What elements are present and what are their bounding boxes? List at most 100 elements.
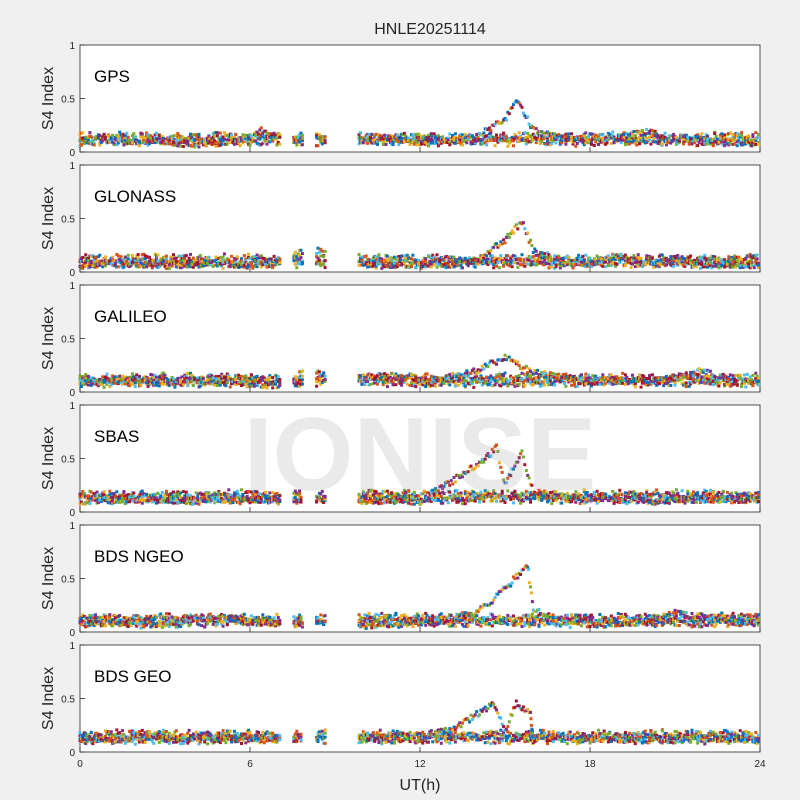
s4-point (240, 138, 243, 141)
s4-point (723, 265, 727, 269)
s4-point (513, 133, 517, 137)
s4-point (591, 132, 595, 136)
s4-point (360, 258, 364, 262)
s4-point (489, 261, 493, 265)
s4-point (674, 135, 678, 139)
s4-point (645, 377, 649, 380)
s4-point (619, 141, 623, 145)
s4-point (228, 265, 232, 269)
s4-point (465, 141, 469, 145)
s4-point (111, 133, 115, 137)
s4-point (574, 144, 578, 148)
s4-point (502, 358, 506, 361)
s4-point (682, 142, 685, 146)
s4-point (429, 141, 433, 145)
s4-point (516, 265, 520, 269)
s4-point (621, 381, 625, 385)
s4-point (459, 373, 463, 377)
s4-point (496, 140, 500, 144)
s4-point (748, 266, 752, 270)
s4-point (186, 384, 190, 388)
s4-point (575, 256, 579, 260)
s4-point (102, 380, 106, 384)
s4-point (121, 136, 124, 140)
s4-point (670, 261, 674, 265)
s4-point (629, 380, 633, 384)
s4-point (606, 262, 610, 266)
s4-point (529, 376, 532, 379)
s4-point (122, 258, 126, 261)
s4-point (560, 379, 564, 383)
s4-point (605, 141, 609, 145)
s4-point (483, 362, 487, 366)
s4-point (153, 133, 157, 137)
s4-point (547, 141, 551, 145)
s4-point (486, 263, 490, 266)
s4-point (180, 265, 184, 269)
s4-point (750, 258, 753, 262)
s4-point (112, 143, 116, 147)
s4-point (748, 253, 752, 256)
s4-point (295, 141, 299, 144)
s4-point (146, 135, 150, 139)
s4-point (533, 257, 537, 261)
s4-point (191, 265, 195, 269)
s4-point (197, 145, 201, 149)
s4-point (400, 374, 404, 377)
s4-point (163, 262, 167, 266)
s4-point (163, 373, 167, 377)
s4-point (479, 379, 483, 383)
s4-point (521, 380, 525, 384)
s4-point (727, 255, 731, 259)
s4-point (557, 133, 561, 137)
s4-point (122, 143, 126, 147)
s4-point (516, 261, 520, 265)
s4-point (731, 260, 735, 264)
s4-point (582, 143, 586, 147)
s4-point (448, 143, 452, 147)
s4-point (589, 142, 593, 146)
s4-point (429, 265, 433, 269)
s4-point (118, 258, 122, 262)
s4-point (196, 263, 200, 267)
s4-point (184, 136, 188, 140)
s4-point (707, 256, 711, 260)
s4-point (605, 139, 609, 143)
s4-point (361, 263, 365, 267)
s4-point (632, 254, 636, 258)
s4-point (564, 384, 568, 388)
s4-point (300, 136, 304, 140)
s4-point (214, 144, 218, 148)
s4-point (140, 257, 144, 261)
s4-point (622, 134, 626, 138)
s4-point (122, 380, 126, 384)
s4-point (755, 136, 759, 140)
s4-point (585, 376, 589, 380)
s4-point (643, 136, 647, 140)
s4-point (261, 262, 265, 266)
s4-point (510, 135, 514, 139)
s4-point (101, 139, 105, 143)
s4-point (643, 134, 647, 138)
s4-point (390, 372, 394, 376)
s4-point (523, 384, 527, 388)
s4-point (258, 137, 262, 141)
s4-point (170, 257, 174, 261)
s4-point (417, 138, 421, 142)
s4-point (87, 383, 90, 387)
s4-point (711, 144, 715, 148)
s4-point (126, 257, 130, 261)
s4-point (388, 375, 392, 379)
s4-point (244, 259, 248, 263)
s4-point (376, 373, 379, 377)
s4-point (554, 265, 558, 269)
s4-point (730, 256, 734, 259)
s4-point (660, 142, 664, 146)
s4-point (509, 232, 513, 236)
s4-point (557, 254, 561, 258)
s4-point (213, 259, 217, 263)
s4-point (317, 133, 321, 137)
s4-point (534, 141, 538, 145)
s4-point (561, 137, 565, 140)
